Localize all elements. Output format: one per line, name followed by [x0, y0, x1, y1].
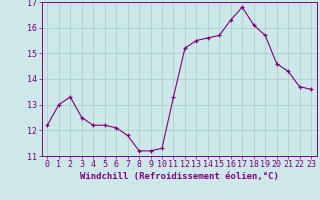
- X-axis label: Windchill (Refroidissement éolien,°C): Windchill (Refroidissement éolien,°C): [80, 172, 279, 181]
